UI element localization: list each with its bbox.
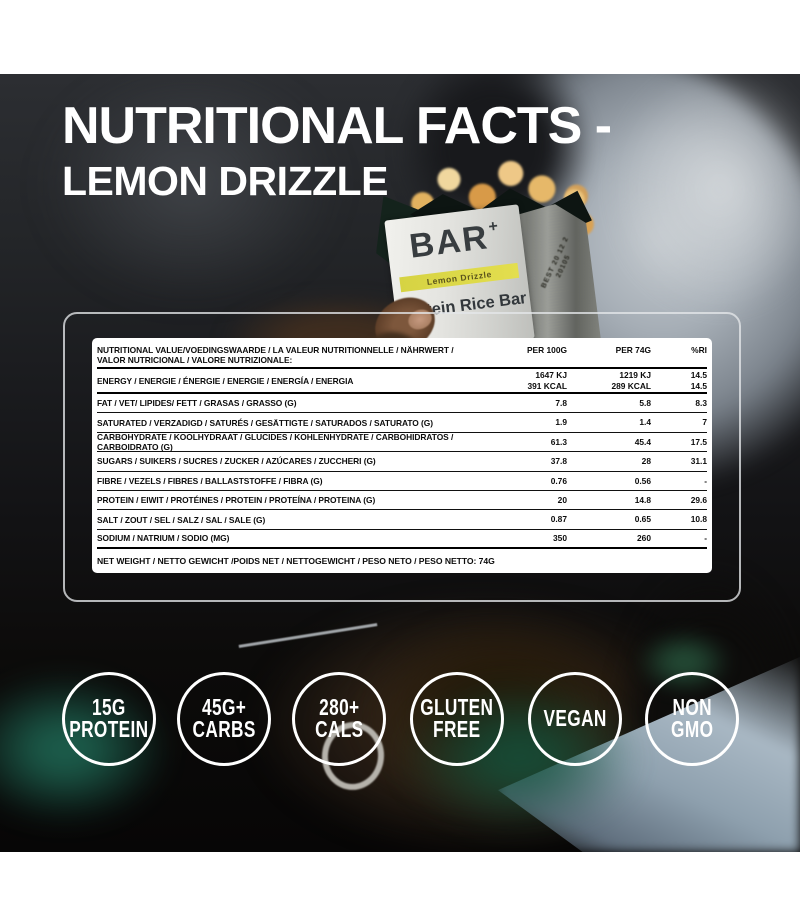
badge-15g-protein: 15G PROTEIN [62,672,156,766]
value-per-100g: 7.8 [555,397,567,408]
column-header-per-74g: PER 74G [615,345,651,355]
nutrition-row: ENERGY / ENERGIE / ÉNERGIE / ENERGIE / E… [97,369,707,394]
badge-label: VEGAN [543,705,607,732]
badge-label: 15G PROTEIN [69,694,149,742]
value-per-74g: 0.56 [634,475,651,486]
row-label: SATURATED / VERZADIGD / SATURÉS / GESÄTT… [97,417,433,428]
table-body: ENERGY / ENERGIE / ÉNERGIE / ENERGIE / E… [97,369,707,550]
row-label: SALT / ZOUT / SEL / SALZ / SAL / SALE (G… [97,514,266,525]
value-per-100g: 37.8 [550,456,567,467]
best-before-stamp: BEST 20 12 2 20105 [540,235,572,290]
background-glow [40,74,340,304]
nutrition-row: SODIUM / NATRIUM / SODIO (MG) 350 260 - [97,530,707,550]
row-label: ENERGY / ENERGIE / ÉNERGIE / ENERGIE / E… [97,375,354,386]
nutrition-row: PROTEIN / EIWIT / PROTÉINES / PROTEIN / … [97,491,707,511]
value-ri: 14.5 14.5 [690,370,707,391]
row-label: CARBOHYDRATE / KOOLHYDRAAT / GLUCIDES / … [97,431,454,452]
value-per-100g: 1.9 [555,417,567,428]
value-ri: 31.1 [690,456,707,467]
badge-label: NON GMO [670,694,714,742]
badge-gluten-free: GLUTEN FREE [410,672,504,766]
value-ri: 7 [702,417,707,428]
nutrition-row: SUGARS / SUIKERS / SUCRES / ZUCKER / AZÚ… [97,452,707,472]
page-title-line1: NUTRITIONAL FACTS - [62,97,612,155]
table-outer-frame [63,312,741,602]
page-title-line2: LEMON DRIZZLE [62,158,389,204]
value-per-100g: 61.3 [550,436,567,447]
value-per-74g: 1219 KJ 289 KCAL [611,370,651,391]
row-label: PROTEIN / EIWIT / PROTÉINES / PROTEIN / … [97,495,376,506]
value-per-74g: 45.4 [634,436,651,447]
nutrition-table-panel: NUTRITIONAL VALUE/VOEDINGSWAARDE / LA VA… [92,338,712,573]
badge-label: 45G+ CARBS [192,694,256,742]
nutrition-row: CARBOHYDRATE / KOOLHYDRAAT / GLUCIDES / … [97,431,707,453]
background-photo: BEST 20 12 2 20105 BAR+ Lemon Drizzle Pr… [0,74,800,852]
nutrition-row: FAT / VET/ LIPIDES/ FETT / GRASAS / GRAS… [97,394,707,414]
column-header-per-100g: PER 100G [526,345,567,355]
brand-plus-sign: + [487,217,501,236]
value-per-100g: 20 [557,494,567,505]
badge-280+-cals: 280+ CALS [292,672,386,766]
nutrition-row: FIBRE / VEZELS / FIBRES / BALLASTSTOFFE … [97,472,707,491]
value-ri: 10.8 [690,514,707,525]
nutrition-row: SATURATED / VERZADIGD / SATURÉS / GESÄTT… [97,413,707,433]
page-title: NUTRITIONAL FACTS - LEMON DRIZZLE [62,97,612,204]
value-per-100g: 350 [553,533,567,544]
value-per-100g: 0.87 [550,514,567,525]
value-per-100g: 0.76 [550,475,567,486]
net-weight-row: NET WEIGHT / NETTO GEWICHT /POIDS NET / … [97,556,495,567]
value-per-74g: 0.65 [634,514,651,525]
badge-vegan: VEGAN [528,672,622,766]
row-label: FIBRE / VEZELS / FIBRES / BALLASTSTOFFE … [97,475,323,486]
row-label: SUGARS / SUIKERS / SUCRES / ZUCKER / AZÚ… [97,456,376,467]
value-ri: - [704,533,707,544]
badge-45g+-carbs: 45G+ CARBS [177,672,271,766]
nutrition-row: SALT / ZOUT / SEL / SALZ / SAL / SALE (G… [97,510,707,530]
flavor-band: Lemon Drizzle [399,262,520,293]
table-header-row: NUTRITIONAL VALUE/VOEDINGSWAARDE / LA VA… [97,343,707,369]
value-per-74g: 1.4 [639,417,651,428]
row-label: FAT / VET/ LIPIDES/ FETT / GRASAS / GRAS… [97,398,297,409]
row-label: SODIUM / NATRIUM / SODIO (MG) [97,533,230,544]
table-header-label: NUTRITIONAL VALUE/VOEDINGSWAARDE / LA VA… [97,345,454,365]
value-per-74g: 5.8 [639,397,651,408]
badge-non-gmo: NON GMO [645,672,739,766]
brand-logo: BAR+ [407,217,501,266]
tshirt-bright-spot [610,74,800,314]
value-ri: - [704,475,707,486]
value-ri: 8.3 [695,397,707,408]
value-per-100g: 1647 KJ 391 KCAL [527,370,567,391]
value-per-74g: 14.8 [634,494,651,505]
value-ri: 17.5 [690,436,707,447]
value-ri: 29.6 [690,494,707,505]
badge-label: 280+ CALS [314,694,364,742]
column-header-ri: %RI [691,345,707,355]
value-per-74g: 28 [641,456,651,467]
value-per-74g: 260 [637,533,651,544]
badge-label: GLUTEN FREE [420,694,494,742]
